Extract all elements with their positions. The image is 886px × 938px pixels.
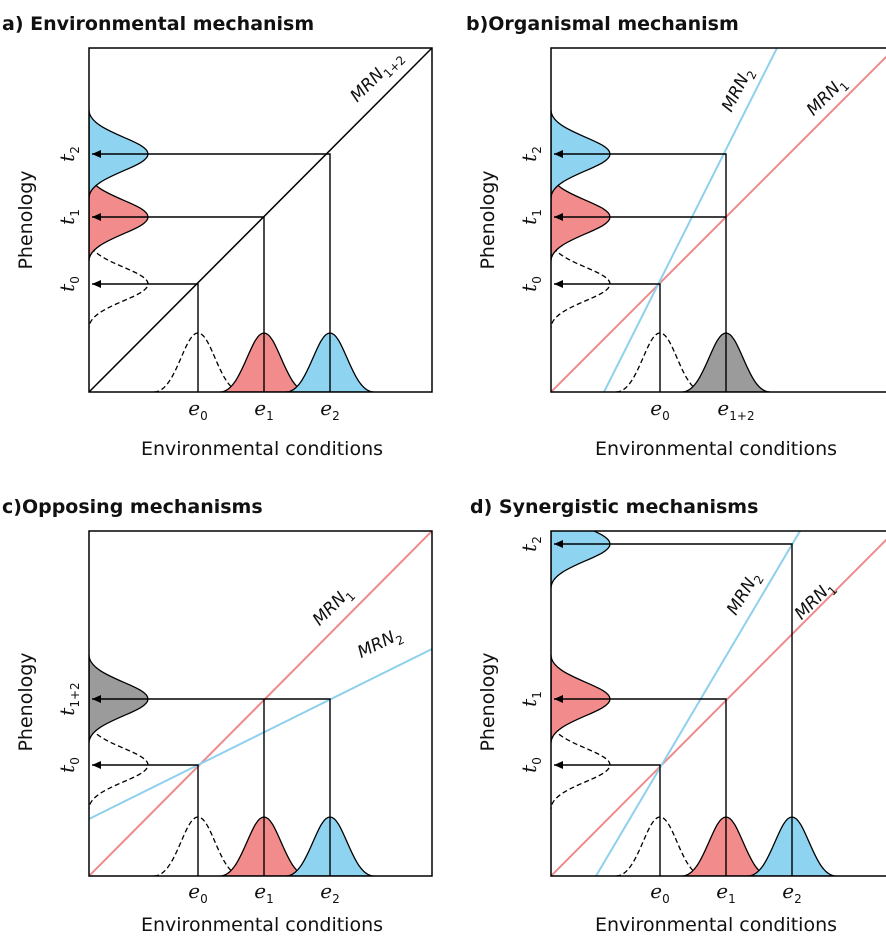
panel-d-mrn2-label: MRN2	[723, 568, 767, 620]
panel-a-arrowhead-2	[92, 150, 101, 158]
panel-d-mrn1-line	[551, 538, 886, 876]
panel-a-guide-1	[92, 216, 265, 392]
panel-c-e-label-1: e1	[254, 879, 273, 906]
panel-b-guide-1	[554, 153, 727, 392]
panel-b-frame	[550, 47, 886, 393]
panel-c-guide-1	[92, 698, 331, 876]
panel-c-mrn2-label: MRN2	[354, 624, 406, 665]
panel-c-mrn2-line	[89, 648, 432, 820]
panel-a-e-label-0: e0	[188, 396, 207, 423]
panel-c-e-label-2: e2	[320, 879, 339, 906]
panel-b-t-label-2: t2	[517, 146, 544, 162]
panel-c-t-label-1: t1+2	[55, 682, 82, 715]
panel-c-mrn1-line	[89, 531, 432, 876]
panel-c-e-label-0: e0	[188, 879, 207, 906]
panel-b-arrowhead-0	[554, 280, 563, 288]
panel-c-mrn1-label: MRN1	[309, 583, 358, 632]
panel-d-e-label-0: e0	[650, 879, 669, 906]
panel-d-arrowhead-1	[554, 695, 563, 703]
panel-d-guide-0	[554, 764, 661, 876]
panel-a-t-label-1: t1	[55, 209, 82, 225]
panel-c: c)Opposing mechanisms Environmental cond…	[2, 496, 433, 936]
panel-b-guide-0	[554, 283, 661, 392]
panel-b: b)Organismal mechanism Environmental con…	[466, 13, 886, 460]
panel-b-mrn2-line	[603, 48, 778, 392]
panel-b-arrowhead-1	[554, 213, 563, 221]
panel-c-guide-0	[92, 764, 199, 876]
panel-d-arrowhead-2	[554, 540, 563, 548]
panel-d-x-label: Environmental conditions	[595, 914, 837, 936]
panel-d-frame	[550, 530, 886, 877]
panel-a-y-label: Phenology	[15, 170, 37, 269]
panel-b-t-label-0: t0	[517, 276, 544, 292]
panel-a-t-label-2: t2	[55, 146, 82, 162]
panel-d-t-label-1: t1	[517, 691, 544, 707]
panel-b-mrn2-label: MRN2	[718, 64, 760, 116]
panel-d-mrn2-line	[595, 531, 801, 876]
panel-a-title: a) Environmental mechanism	[2, 13, 314, 35]
panel-a-frame	[88, 47, 433, 393]
panel-a: a) Environmental mechanism Environmental…	[2, 13, 433, 460]
panel-c-t-label-0: t0	[55, 757, 82, 773]
panel-a-e-label-1: e1	[254, 396, 273, 423]
panel-a-arrowhead-0	[92, 280, 101, 288]
panel-b-e-label-1: e1+2	[717, 396, 754, 423]
panel-d-y-label: Phenology	[477, 652, 499, 751]
panel-b-x-label: Environmental conditions	[595, 438, 837, 460]
panel-b-mrn1-line	[551, 55, 886, 392]
panel-d-arrowhead-0	[554, 761, 563, 769]
panel-d-t-label-2: t2	[517, 536, 544, 552]
panel-a-e-label-2: e2	[320, 396, 339, 423]
panel-a-mrn-label: MRN1+2	[347, 47, 409, 109]
panel-c-x-label: Environmental conditions	[141, 914, 383, 936]
panel-d-e-label-1: e1	[716, 879, 735, 906]
panel-b-title: b)Organismal mechanism	[466, 13, 739, 35]
panel-c-title: c)Opposing mechanisms	[2, 496, 263, 518]
panel-d-e-label-2: e2	[782, 879, 801, 906]
panel-d-title: d) Synergistic mechanisms	[470, 496, 758, 518]
panel-c-arrowhead-0	[92, 761, 101, 769]
panel-a-t-label-0: t0	[55, 276, 82, 292]
panel-b-e-label-0: e0	[650, 396, 669, 423]
panel-a-guide-2	[92, 153, 331, 392]
panel-a-arrowhead-1	[92, 213, 101, 221]
panel-c-y-label: Phenology	[15, 652, 37, 751]
panel-a-guide-0	[92, 283, 199, 392]
panel-b-t-label-1: t1	[517, 209, 544, 225]
panel-c-frame	[88, 530, 433, 877]
panel-a-x-label: Environmental conditions	[141, 438, 383, 460]
panel-d: d) Synergistic mechanisms Environmental …	[470, 496, 886, 936]
panel-d-mrn1-label: MRN1	[791, 577, 840, 626]
panel-b-arrowhead-2	[554, 150, 563, 158]
panel-d-guide-2	[554, 543, 793, 876]
panel-a-mrn-line	[89, 48, 432, 392]
panel-d-guide-1	[554, 698, 727, 876]
panel-c-arrowhead-1	[92, 695, 101, 703]
panel-d-t-label-0: t0	[517, 757, 544, 773]
panel-b-y-label: Phenology	[477, 170, 499, 269]
